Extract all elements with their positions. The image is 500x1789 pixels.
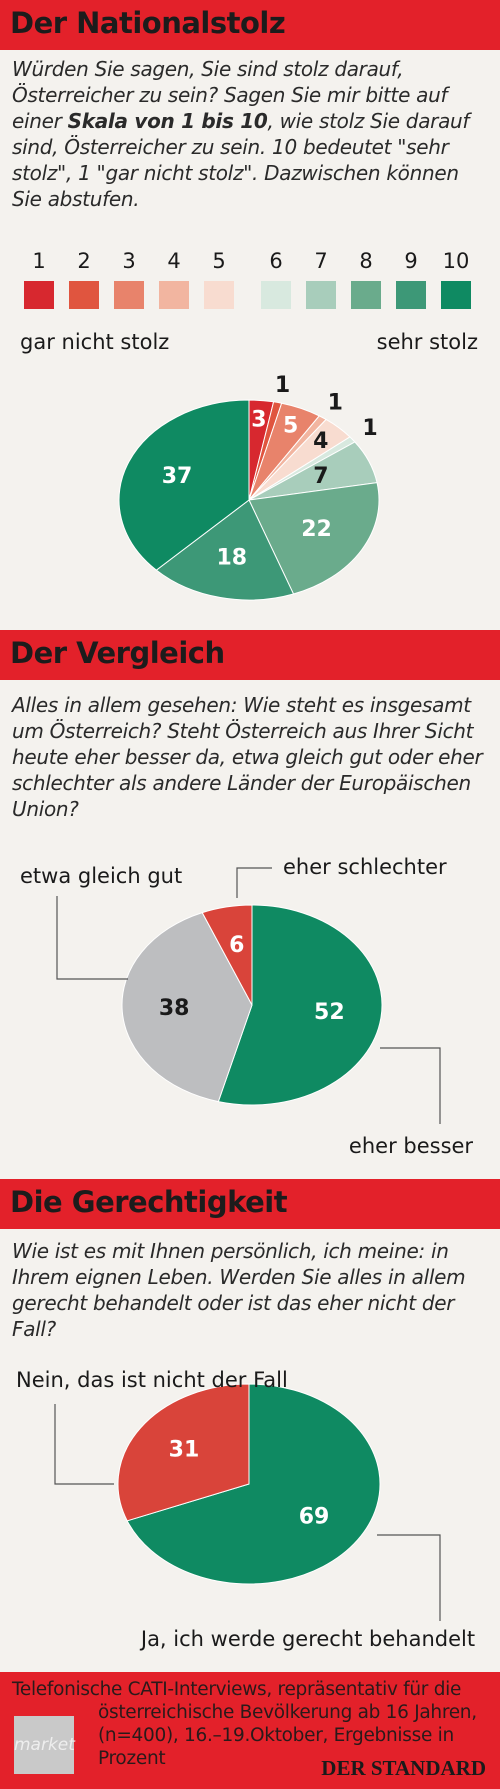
data-label: 18	[217, 546, 248, 571]
scale-swatch	[69, 281, 99, 309]
category-label: eher schlechter	[283, 855, 447, 879]
pie-slice	[118, 399, 250, 571]
category-label: Nein, das ist nicht der Fall	[16, 1368, 288, 1392]
scale-number: 1	[32, 249, 45, 273]
scale-swatch	[441, 281, 471, 309]
scale-number: 6	[269, 249, 282, 273]
data-label: 38	[159, 996, 190, 1021]
scale-number: 9	[404, 249, 417, 273]
scale-number: 2	[77, 249, 90, 273]
category-label: etwa gleich gut	[20, 864, 182, 888]
data-label: 1	[275, 373, 290, 398]
data-label: 52	[314, 1000, 345, 1025]
callout-line	[377, 1534, 441, 1621]
question: Würden Sie sagen, Sie sind stolz darauf,…	[12, 56, 490, 212]
section-header: Der Nationalstolz	[0, 0, 500, 50]
data-label: 31	[169, 1437, 200, 1462]
scale-swatch	[306, 281, 336, 309]
data-label: 4	[313, 429, 328, 454]
section-header: Die Gerechtigkeit	[0, 1179, 500, 1229]
pie-slice	[155, 499, 295, 601]
question-text: Wie ist es mit Ihnen persönlich, ich mei…	[12, 1239, 466, 1341]
footer-text: Telefonische CATI-Interviews, repräsenta…	[12, 1679, 477, 1769]
scale-end-label: sehr stolz	[377, 330, 478, 354]
scale-number: 5	[212, 249, 225, 273]
footer-note: Telefonische CATI-Interviews, repräsenta…	[12, 1678, 492, 1788]
scale-swatch	[159, 281, 189, 309]
data-label: 3	[251, 407, 266, 432]
data-label: 1	[328, 391, 343, 416]
publisher-logo: DER STANDARD	[321, 1756, 486, 1780]
callout-line	[236, 867, 272, 898]
pie-slice	[121, 912, 253, 1103]
question-emphasis: Skala von 1 bis 10	[67, 109, 268, 133]
question-text: Würden Sie sagen, Sie sind stolz darauf,…	[12, 57, 448, 133]
category-label: eher besser	[349, 1134, 474, 1158]
scale-number: 4	[167, 249, 180, 273]
data-label: 69	[299, 1505, 330, 1530]
pie-slice	[117, 1383, 250, 1522]
question-text: , wie stolz Sie darauf sind, Österreiche…	[12, 109, 470, 211]
scale-number: 8	[359, 249, 372, 273]
callout-line	[54, 1404, 114, 1485]
pie-slice	[217, 904, 383, 1106]
scale-swatch	[204, 281, 234, 309]
data-label: 37	[162, 464, 193, 489]
scale-number: 10	[443, 249, 470, 273]
data-label: 22	[301, 517, 332, 542]
section-header: Der Vergleich	[0, 630, 500, 680]
institute-logo: market	[14, 1716, 75, 1774]
scale-swatch	[114, 281, 144, 309]
data-label: 5	[283, 414, 298, 439]
scale-number: 7	[314, 249, 327, 273]
callout-line	[380, 1047, 441, 1124]
data-label: 1	[362, 416, 377, 441]
question-text: Alles in allem gesehen: Wie steht es ins…	[12, 693, 483, 821]
scale-swatch	[24, 281, 54, 309]
category-label: Ja, ich werde gerecht behandelt	[139, 1627, 475, 1651]
callout-line	[56, 896, 128, 980]
pie-slice	[248, 482, 380, 595]
scale-swatch	[396, 281, 426, 309]
question: Alles in allem gesehen: Wie steht es ins…	[12, 692, 490, 822]
scale-end-label: gar nicht stolz	[20, 330, 169, 354]
scale-swatch	[261, 281, 291, 309]
section-title: Die Gerechtigkeit	[10, 1185, 288, 1219]
scale-number: 3	[122, 249, 135, 273]
pie-slice	[201, 904, 253, 1006]
data-label: 6	[229, 933, 244, 958]
data-label: 7	[313, 464, 328, 489]
footer: market Telefonische CATI-Interviews, rep…	[0, 1672, 500, 1789]
section-title: Der Vergleich	[10, 636, 225, 670]
section-title: Der Nationalstolz	[10, 6, 286, 40]
scale-swatch	[351, 281, 381, 309]
question: Wie ist es mit Ihnen persönlich, ich mei…	[12, 1238, 490, 1342]
pie-slice	[126, 1383, 381, 1585]
